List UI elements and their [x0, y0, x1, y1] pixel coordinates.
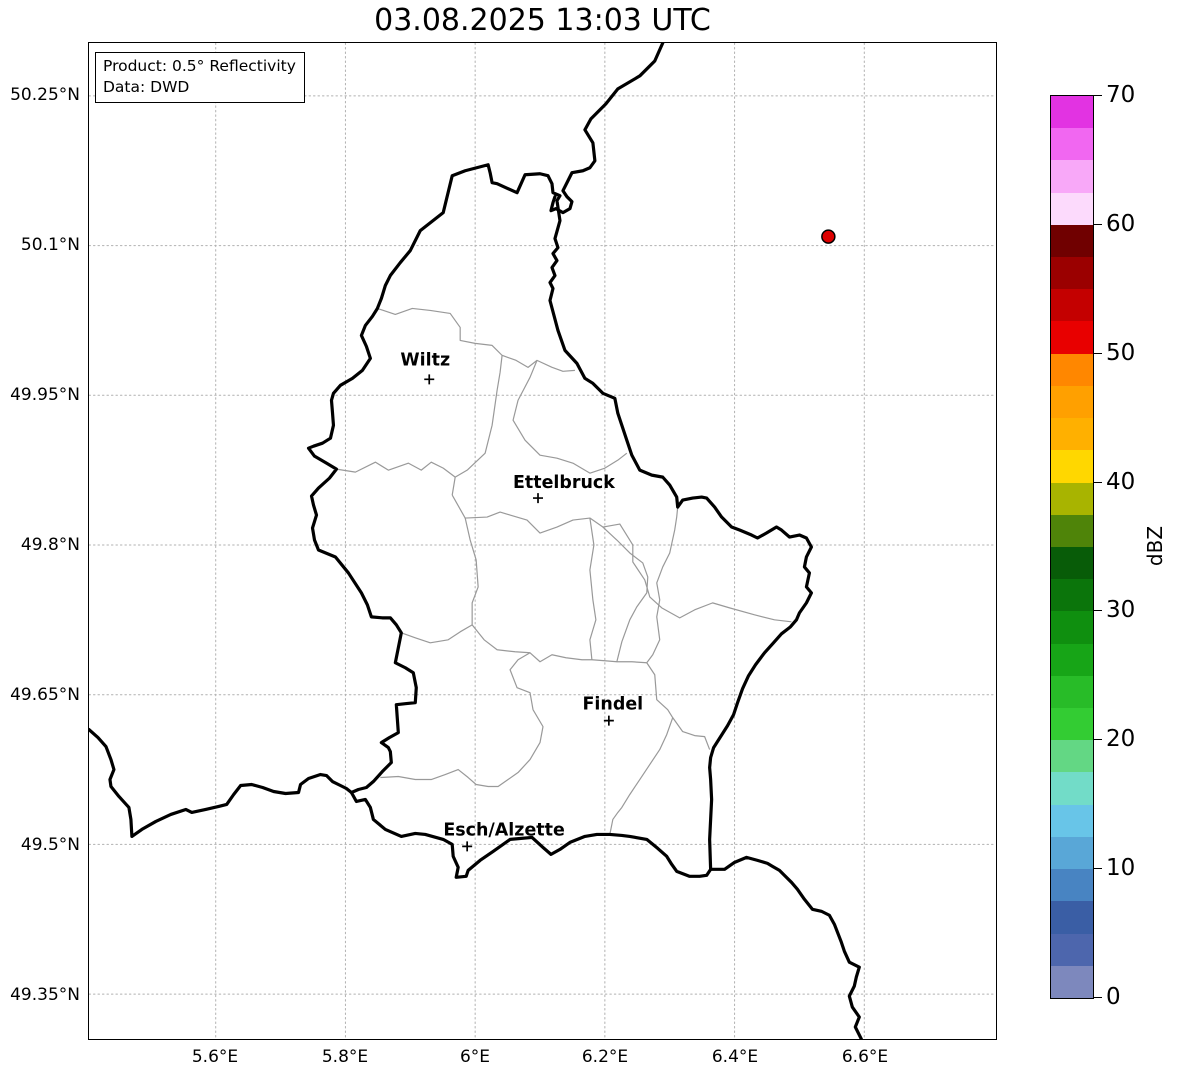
colorbar-segment	[1051, 675, 1093, 709]
colorbar-segment	[1051, 708, 1093, 741]
colorbar-tick-label: 0	[1106, 984, 1121, 1010]
longitude-tick-label: 6.6°E	[841, 1047, 889, 1067]
colorbar-tickmark	[1093, 481, 1102, 483]
city-label: Esch/Alzette	[443, 820, 564, 840]
colorbar-tickmark	[1093, 868, 1102, 870]
latitude-tick-label: 50.25°N	[10, 85, 80, 105]
colorbar-segment	[1051, 418, 1093, 451]
colorbar-segment	[1051, 579, 1093, 612]
latitude-tick-label: 49.95°N	[10, 385, 80, 405]
colorbar-tickmark	[1093, 997, 1102, 998]
district-border	[336, 461, 456, 478]
latitude-tick-label: 49.8°N	[20, 535, 80, 555]
colorbar-tickmark	[1093, 95, 1102, 96]
colorbar-segment	[1051, 804, 1093, 837]
country-border	[549, 43, 665, 215]
colorbar-tick-label: 60	[1106, 210, 1136, 237]
colorbar-segment	[1051, 289, 1093, 322]
product-info-box: Product: 0.5° Reflectivity Data: DWD	[95, 52, 305, 103]
colorbar-tick-label: 40	[1106, 468, 1136, 495]
map-plot-area: Wiltz Ettelbruck Findel Esch/Alzette Produc…	[88, 42, 997, 1040]
longitude-tick-label: 5.8°E	[321, 1047, 369, 1067]
country-border	[89, 728, 354, 839]
colorbar-tickmark	[1093, 739, 1102, 741]
colorbar-segment	[1051, 546, 1093, 580]
colorbar	[1050, 95, 1094, 999]
colorbar-segment	[1051, 772, 1093, 805]
country-border	[709, 855, 863, 1039]
product-info-line: Product: 0.5° Reflectivity	[103, 57, 296, 75]
colorbar-tick-label: 70	[1106, 82, 1136, 108]
district-border	[451, 494, 649, 662]
colorbar-tickmark	[1093, 223, 1102, 225]
city-label: Findel	[583, 695, 644, 715]
city-marker-icon	[424, 374, 435, 385]
colorbar-segment	[1051, 836, 1093, 870]
radar-point	[821, 229, 836, 244]
colorbar-segment	[1051, 192, 1093, 225]
city-marker-icon	[603, 715, 614, 726]
colorbar-segment	[1051, 933, 1093, 966]
colorbar-segment	[1051, 160, 1093, 193]
longitude-tick-label: 5.6°E	[191, 1047, 239, 1067]
district-border	[377, 307, 503, 496]
colorbar-segment	[1051, 128, 1093, 161]
longitude-tick-label: 6.4°E	[711, 1047, 759, 1067]
colorbar-tick-label: 20	[1106, 726, 1136, 753]
latitude-tick-label: 49.35°N	[10, 985, 80, 1005]
colorbar-tickmark	[1093, 352, 1102, 354]
district-border	[589, 517, 597, 660]
latitude-tick-label: 49.65°N	[10, 685, 80, 705]
colorbar-segment	[1051, 256, 1093, 290]
latitude-tick-label: 50.1°N	[20, 235, 80, 255]
colorbar-segment	[1051, 450, 1093, 483]
district-border	[380, 652, 544, 788]
colorbar-segment	[1051, 901, 1093, 934]
colorbar-segment	[1051, 514, 1093, 547]
colorbar-segment	[1051, 385, 1093, 419]
colorbar-tick-label: 10	[1106, 855, 1136, 882]
longitude-tick-label: 6°E	[459, 1047, 491, 1067]
colorbar-segment	[1051, 321, 1093, 354]
luxembourg-border	[306, 163, 814, 879]
colorbar-axis-label: dBZ	[1143, 525, 1167, 567]
district-border	[646, 507, 679, 664]
colorbar-tickmark	[1093, 610, 1102, 612]
figure-title: 03.08.2025 13:03 UTC	[374, 3, 711, 38]
longitude-tick-label: 6.2°E	[581, 1047, 629, 1067]
latitude-tick-label: 49.5°N	[20, 835, 80, 855]
city-marker-icon	[533, 493, 543, 504]
luxembourg-map: Wiltz Ettelbruck Findel Esch/Alzette	[89, 43, 996, 1039]
colorbar-segment	[1051, 740, 1093, 773]
district-border	[609, 662, 674, 835]
district-border	[401, 624, 473, 644]
district-border	[672, 717, 711, 750]
district-border	[512, 360, 628, 474]
city-marker-icon	[462, 841, 473, 852]
colorbar-tick-label: 50	[1106, 339, 1136, 366]
city-label: Ettelbruck	[513, 473, 615, 493]
colorbar-segment	[1051, 482, 1093, 515]
city-label: Wiltz	[400, 350, 450, 370]
colorbar-segment	[1051, 611, 1093, 644]
colorbar-segment	[1051, 224, 1093, 257]
district-border	[464, 517, 647, 664]
colorbar-tick-label: 30	[1106, 597, 1136, 624]
data-source-line: Data: DWD	[103, 78, 190, 96]
colorbar-segment	[1051, 643, 1093, 676]
colorbar-segment	[1051, 353, 1093, 386]
colorbar-segment	[1051, 869, 1093, 902]
district-border	[501, 354, 575, 372]
colorbar-segment	[1051, 965, 1093, 998]
colorbar-segment	[1051, 95, 1093, 129]
district-border	[602, 523, 792, 623]
